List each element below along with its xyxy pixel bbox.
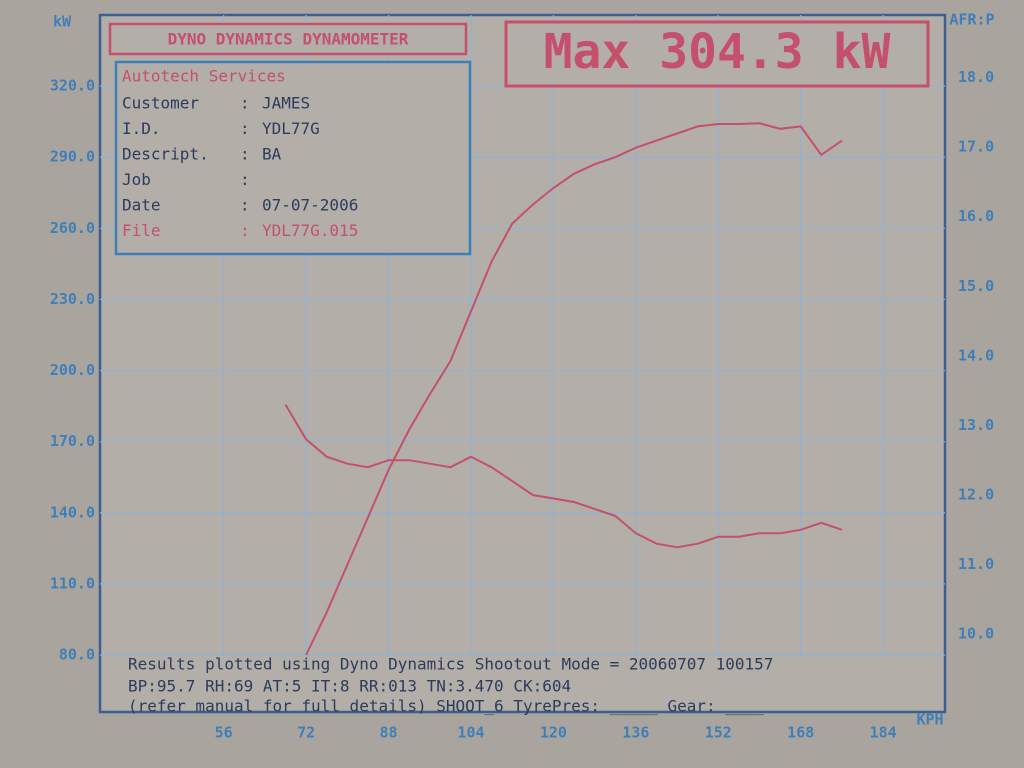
info-label: I.D. bbox=[122, 119, 161, 138]
y2-tick-label: 16.0 bbox=[958, 207, 994, 225]
header-box bbox=[108, 22, 468, 56]
y2-tick-label: 15.0 bbox=[958, 277, 994, 295]
info-separator: : bbox=[240, 196, 250, 215]
x-tick-label: 56 bbox=[215, 724, 233, 742]
x-tick-label: 152 bbox=[705, 724, 732, 742]
y-tick-label: 230.0 bbox=[50, 290, 95, 308]
footer-line: (refer manual for full details) SHOOT_6 … bbox=[128, 697, 764, 716]
y-tick-label: 320.0 bbox=[50, 77, 95, 95]
info-value: YDL77G.015 bbox=[262, 221, 358, 240]
y-tick-label: 80.0 bbox=[59, 646, 95, 664]
info-separator: : bbox=[240, 119, 250, 138]
x-tick-label: 136 bbox=[622, 724, 649, 742]
info-separator: : bbox=[240, 221, 250, 240]
y2-tick-label: 11.0 bbox=[958, 555, 994, 573]
x-tick-label: 72 bbox=[297, 724, 315, 742]
y2-tick-label: 13.0 bbox=[958, 416, 994, 434]
x-axis-label: KPH bbox=[916, 711, 943, 729]
y2-tick-label: 18.0 bbox=[958, 68, 994, 86]
y-tick-label: 140.0 bbox=[50, 503, 95, 521]
y-axis-label: kW bbox=[53, 13, 72, 31]
info-value: YDL77G bbox=[262, 119, 320, 138]
header: DYNO DYNAMICS DYNAMOMETER bbox=[168, 30, 409, 49]
info-separator: : bbox=[240, 145, 250, 164]
info-separator: : bbox=[240, 170, 250, 189]
company: Autotech Services bbox=[122, 67, 286, 86]
y-tick-label: 200.0 bbox=[50, 361, 95, 379]
info-label: Customer bbox=[122, 94, 199, 113]
footer-line: Results plotted using Dyno Dynamics Shoo… bbox=[128, 655, 773, 674]
chart-title: Max 304.3 kW bbox=[544, 24, 891, 80]
y-tick-label: 110.0 bbox=[50, 574, 95, 592]
info-value: BA bbox=[262, 145, 282, 164]
info-label: Date bbox=[122, 196, 161, 215]
info-value: 07-07-2006 bbox=[262, 196, 358, 215]
y2-axis-label: AFR:P bbox=[949, 11, 994, 29]
x-tick-label: 88 bbox=[380, 724, 398, 742]
data-line bbox=[305, 122, 843, 656]
y2-tick-label: 12.0 bbox=[958, 486, 994, 504]
info-separator: : bbox=[240, 94, 250, 113]
y-tick-label: 170.0 bbox=[50, 432, 95, 450]
x-tick-label: 104 bbox=[457, 724, 484, 742]
x-tick-label: 120 bbox=[540, 724, 567, 742]
y2-tick-label: 10.0 bbox=[958, 625, 994, 643]
x-tick-label: 184 bbox=[870, 724, 897, 742]
info-label: Job bbox=[122, 170, 151, 189]
title-box bbox=[504, 20, 930, 88]
y-tick-label: 290.0 bbox=[50, 148, 95, 166]
info-label: File bbox=[122, 221, 161, 240]
data-line bbox=[284, 404, 843, 549]
info-box bbox=[114, 60, 472, 256]
info-label: Descript. bbox=[122, 145, 209, 164]
x-tick-label: 168 bbox=[787, 724, 814, 742]
footer-line: BP:95.7 RH:69 AT:5 IT:8 RR:013 TN:3.470 … bbox=[128, 677, 571, 696]
y2-tick-label: 14.0 bbox=[958, 346, 994, 364]
info-value: JAMES bbox=[262, 94, 310, 113]
y-tick-label: 260.0 bbox=[50, 219, 95, 237]
y2-tick-label: 17.0 bbox=[958, 138, 994, 156]
